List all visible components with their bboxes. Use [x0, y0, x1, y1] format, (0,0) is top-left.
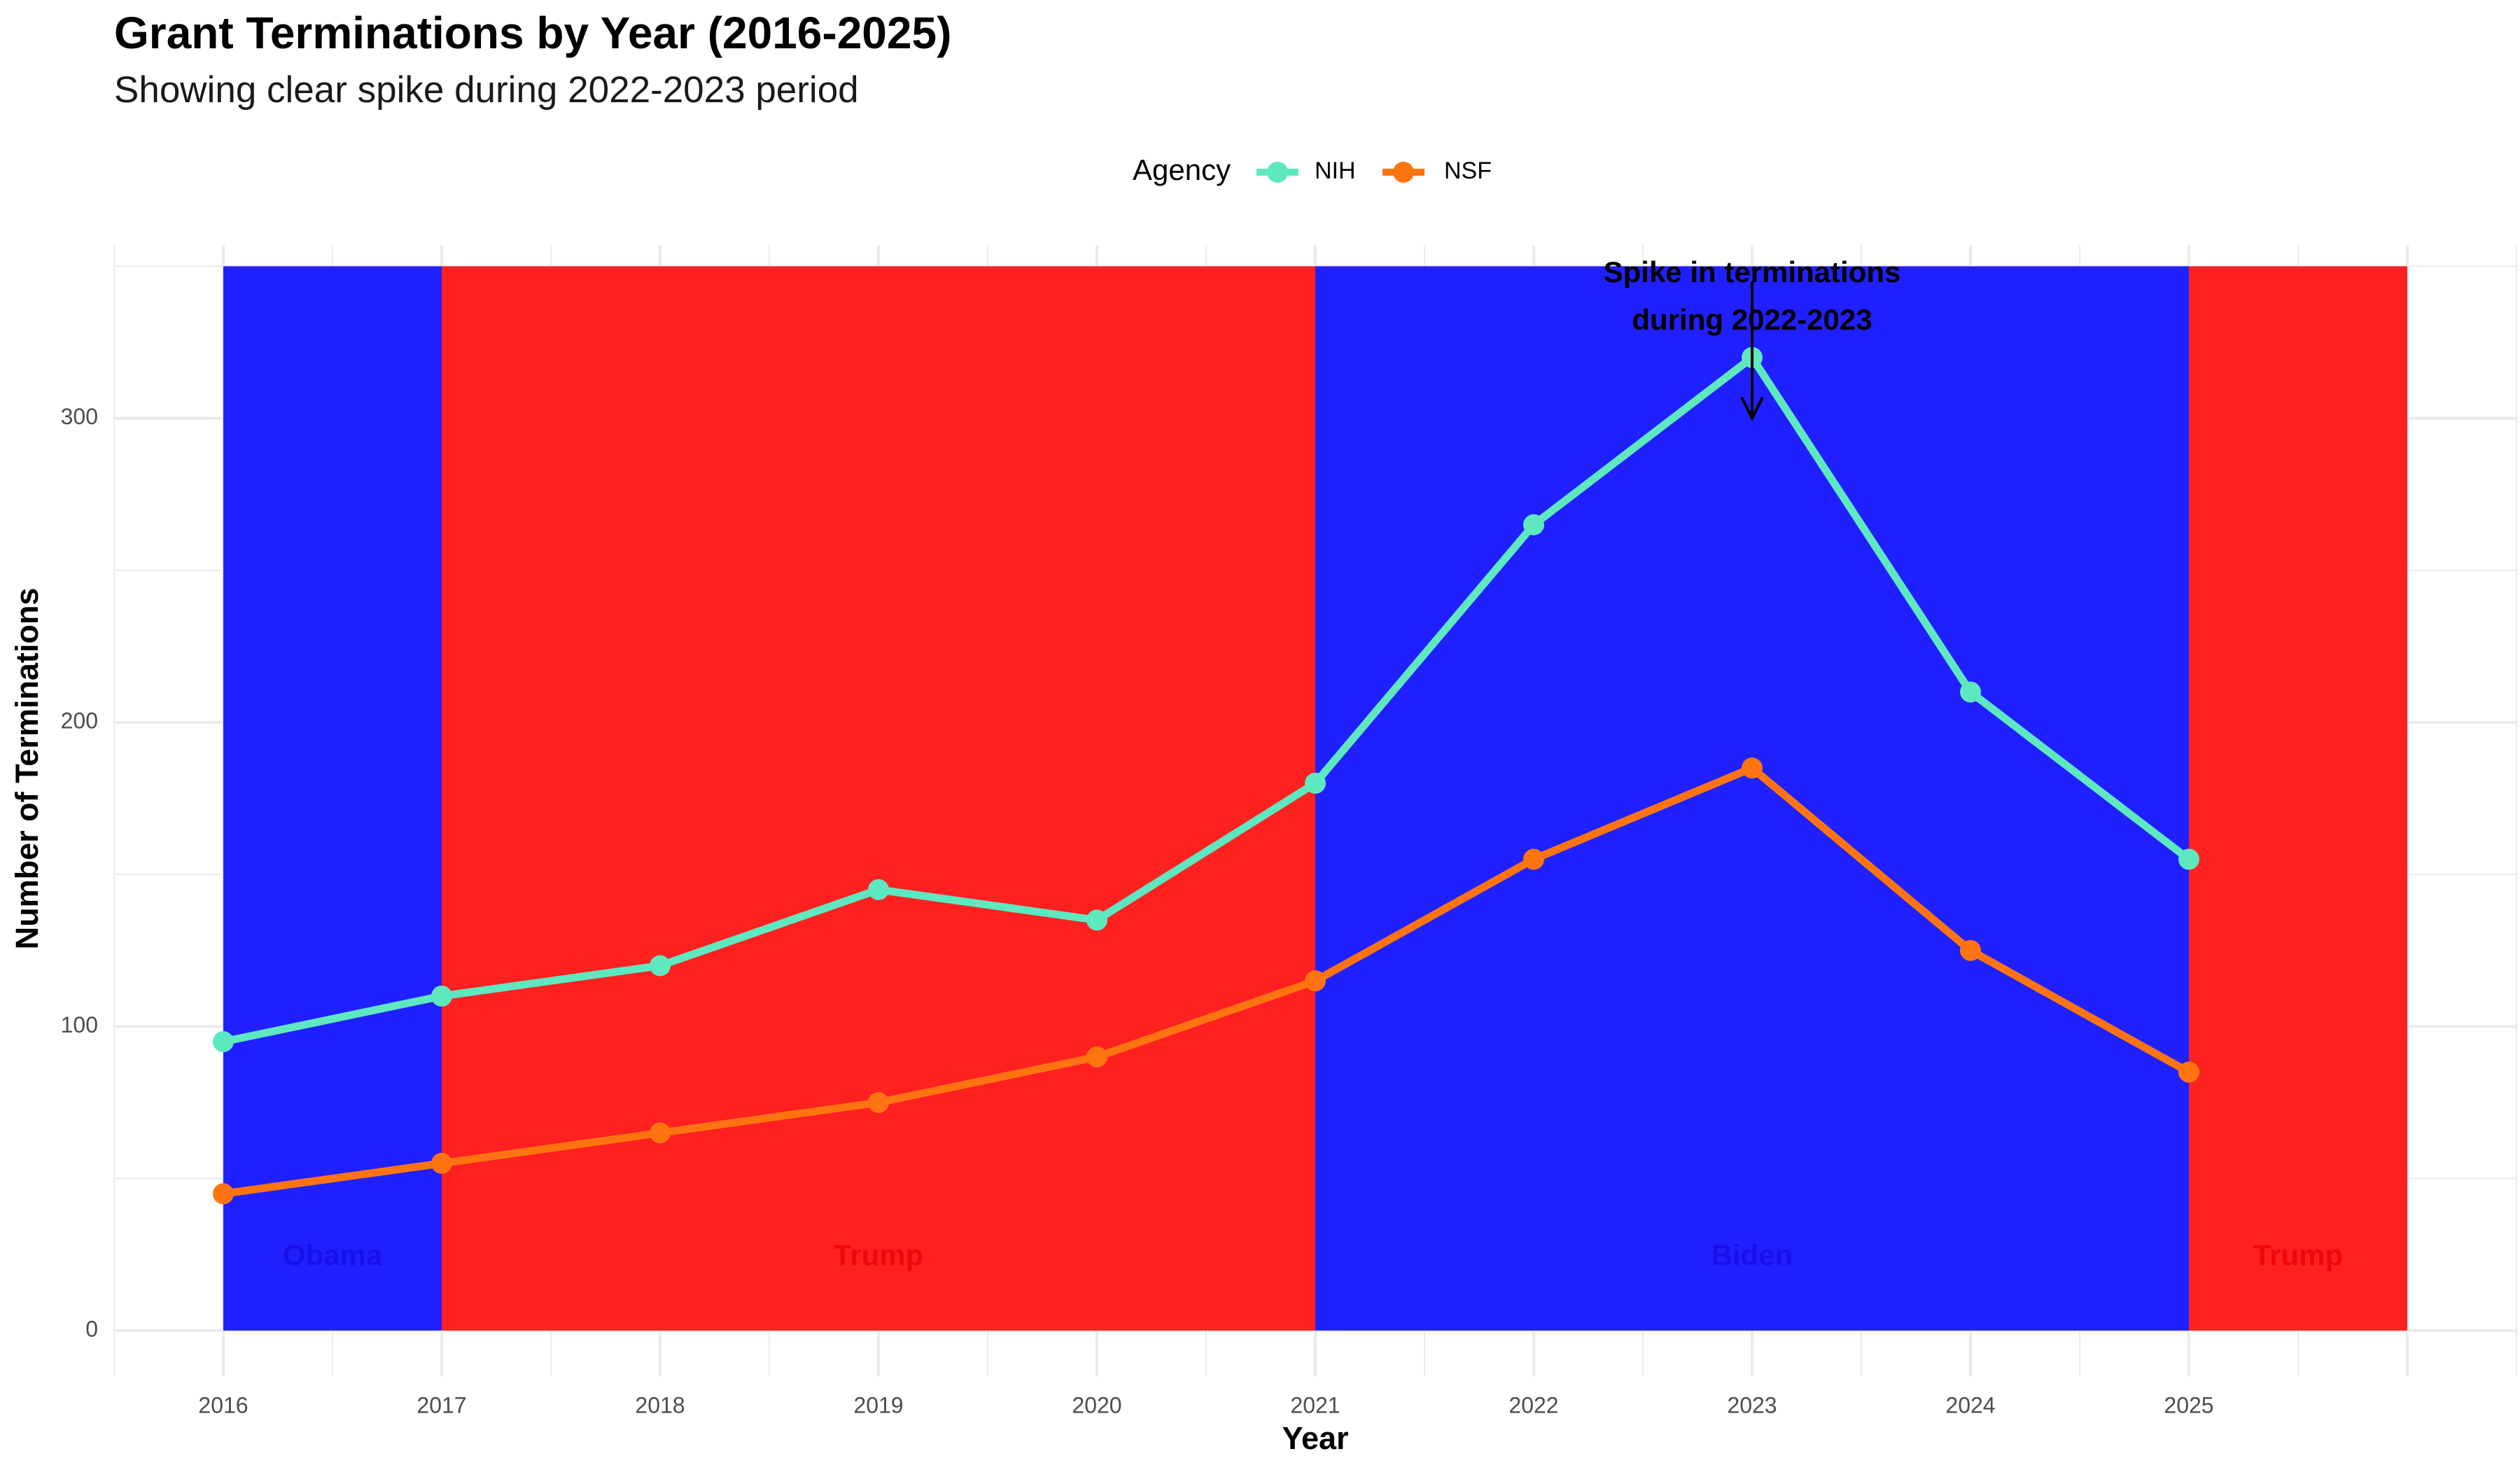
legend-key-point-nih [1267, 162, 1288, 183]
y-tick-label: 200 [61, 708, 98, 733]
data-point-nsf-2018 [650, 1122, 671, 1144]
data-point-nsf-2021 [1305, 970, 1326, 992]
data-point-nih-2017 [431, 985, 452, 1007]
data-point-nsf-2019 [868, 1092, 889, 1114]
series-line-nsf [219, 764, 2193, 1198]
series-lines [219, 354, 2193, 1198]
annotation-arrow-head [1740, 396, 1764, 422]
y-tick-label: 100 [61, 1012, 98, 1037]
data-point-nsf-2024 [1960, 939, 1981, 961]
chart-title: Grant Terminations by Year (2016-2025) [114, 8, 952, 58]
period-band-trump [442, 266, 1315, 1331]
x-tick-label: 2016 [198, 1392, 248, 1418]
x-tick-label: 2025 [2164, 1392, 2213, 1418]
x-tick-label: 2020 [1072, 1392, 1121, 1418]
period-band-biden [1315, 266, 2189, 1331]
y-axis-title: Number of Terminations [9, 588, 45, 950]
x-tick-label: 2023 [1727, 1392, 1777, 1418]
data-point-nih-2025 [2178, 848, 2199, 870]
data-point-nih-2020 [1086, 909, 1107, 931]
x-tick-label: 2022 [1508, 1392, 1558, 1418]
legend-key-point-nsf [1393, 162, 1414, 183]
period-label-trump: Trump [2253, 1239, 2343, 1272]
legend: Agency NIH NSF [1133, 153, 1492, 186]
period-labels: Obama Trump Biden Trump [283, 1239, 2343, 1272]
x-tick-label: 2024 [1945, 1392, 1995, 1418]
legend-title: Agency [1133, 153, 1231, 186]
data-point-nih-2022 [1523, 514, 1544, 536]
axes: 0 100 200 300 2016 2017 2018 2019 2020 2021 2022 20… [9, 404, 2214, 1456]
x-tick-label: 2019 [853, 1392, 903, 1418]
period-bands [223, 266, 2407, 1331]
chart-subtitle: Showing clear spike during 2022-2023 per… [114, 69, 859, 111]
x-tick-label: 2017 [416, 1392, 466, 1418]
legend-label-nsf: NSF [1444, 158, 1492, 184]
x-tick-label: 2018 [635, 1392, 685, 1418]
period-label-obama: Obama [283, 1239, 383, 1272]
data-point-nsf-2023 [1742, 757, 1763, 779]
data-point-nsf-2016 [213, 1183, 234, 1205]
data-point-nih-2018 [650, 955, 671, 976]
y-tick-label: 300 [61, 404, 98, 429]
data-point-nih-2021 [1305, 772, 1326, 794]
period-band-trump [2189, 266, 2407, 1331]
series-points [213, 346, 2199, 1205]
period-label-biden: Biden [1712, 1239, 1793, 1272]
data-point-nsf-2022 [1523, 848, 1544, 870]
series-line-nih [219, 354, 2193, 1046]
x-tick-label: 2021 [1290, 1392, 1340, 1418]
y-tick-label: 0 [85, 1316, 98, 1341]
x-axis-title: Year [1282, 1420, 1348, 1456]
data-point-nih-2019 [868, 878, 889, 900]
data-point-nih-2024 [1960, 681, 1981, 703]
data-point-nsf-2025 [2178, 1061, 2199, 1083]
data-point-nsf-2017 [431, 1152, 452, 1174]
legend-label-nih: NIH [1315, 158, 1356, 184]
data-point-nsf-2020 [1086, 1046, 1107, 1068]
period-band-obama [223, 266, 442, 1331]
data-point-nih-2016 [213, 1031, 234, 1053]
period-label-trump: Trump [834, 1239, 923, 1272]
